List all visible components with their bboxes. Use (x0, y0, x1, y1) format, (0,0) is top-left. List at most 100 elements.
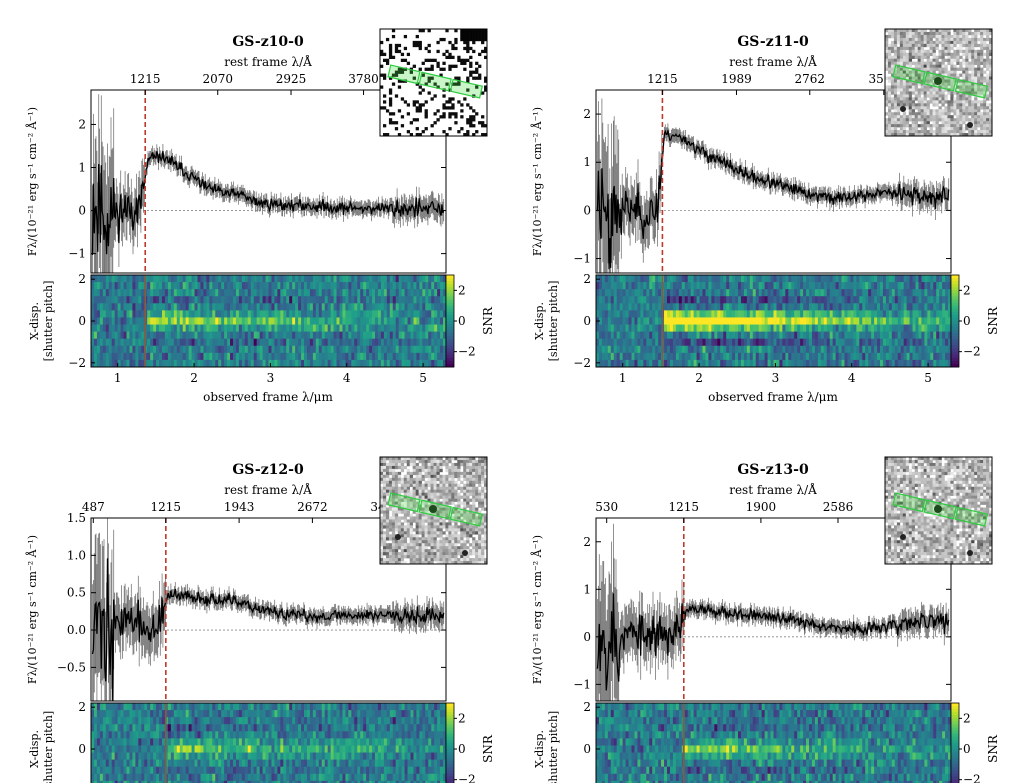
top-tick-label: 2070 (202, 72, 233, 86)
y-axis-label: Fλ/(10⁻²¹ erg s⁻¹ cm⁻² Å⁻¹) (25, 107, 39, 256)
x-tick-label: 1 (619, 371, 627, 385)
colorbar-tick-label: −2 (963, 773, 981, 783)
colorbar-tick-label: 0 (458, 742, 466, 756)
y-tick-label: −0.5 (57, 660, 86, 674)
y-tick-label: −1 (573, 677, 591, 691)
spectrum-panel: −1 0 1 2 (573, 517, 952, 702)
image-cutout (884, 28, 993, 137)
snr-y-label-line1: X-disp. (533, 730, 546, 768)
spectrum-panel: −1 0 1 2 (573, 89, 952, 274)
snr-y-tick-label: 0 (78, 742, 86, 756)
top-tick-label: 1215 (669, 500, 700, 514)
snr-colorbar: 2 0 −2 SNR (445, 702, 495, 783)
msa-shutter (954, 506, 989, 527)
cutout-neighbor (967, 550, 973, 556)
y-tick-label: 1 (583, 155, 591, 169)
y-axis-label: Fλ/(10⁻²¹ erg s⁻¹ cm⁻² Å⁻¹) (530, 535, 544, 684)
colorbar-tick-label: 2 (458, 711, 466, 725)
msa-shutter (418, 71, 452, 92)
x-tick-label: 2 (190, 371, 198, 385)
snr-y-tick-label: 2 (583, 700, 591, 714)
snr-panel: −202 (78, 700, 447, 783)
colorbar-label: SNR (986, 306, 1000, 335)
x-tick-label: 5 (924, 371, 932, 385)
cutout-source (429, 505, 437, 513)
colorbar-tick-label: 2 (458, 283, 466, 297)
chart-title: GS-z12-0 (232, 462, 304, 478)
snr-y-label-line1: X-disp. (28, 730, 41, 768)
snr-y-tick-label: 0 (583, 314, 591, 328)
y-tick-label: 1.5 (67, 511, 86, 525)
snr-y-label-line2: [shutter pitch] (42, 281, 55, 362)
spectrum-panel: −1 0 1 2 (68, 89, 447, 274)
snr-image (596, 703, 951, 783)
snr-panel: −202 (583, 700, 952, 783)
y-tick-label: 0 (583, 630, 591, 644)
snr-y-tick-label: 0 (78, 314, 86, 328)
msa-shutter (387, 492, 421, 513)
image-cutout (884, 456, 993, 565)
x-tick-label: 4 (343, 371, 351, 385)
snr-panel: −2 0 2 1 2 3 4 5 (573, 272, 952, 385)
snr-colorbar: 2 0 −2 SNR (950, 702, 1000, 783)
cutout-source (934, 505, 942, 513)
cutout-neighbor (900, 534, 906, 540)
spectrum-figure-4: GS-z13-0 rest frame λ/Å −1 0 1 2 530 1215 1900 25… (530, 456, 1000, 783)
colorbar-tick-label: 0 (458, 314, 466, 328)
y-tick-label: 2 (583, 535, 591, 549)
spectrum-line (91, 150, 445, 256)
image-cutout (379, 456, 488, 565)
colorbar-tick-label: −2 (963, 345, 981, 359)
colorbar-tick-label: 2 (963, 711, 971, 725)
colorbar-tick-label: −2 (458, 345, 476, 359)
top-tick-label: 2925 (276, 72, 307, 86)
cutout-neighbor (462, 550, 468, 556)
cutout-neighbor (395, 534, 401, 540)
msa-shutter (954, 78, 989, 99)
snr-y-label-line2: shutter pitch] (42, 711, 55, 783)
colorbar-tick-label: 2 (963, 283, 971, 297)
chart-title: GS-z13-0 (737, 462, 809, 478)
x-tick-label: 1 (114, 371, 122, 385)
spectrum-frame (90, 517, 447, 702)
snr-colorbar: 2 0 −2 SNR (445, 274, 495, 368)
snr-image (596, 275, 951, 367)
y-tick-label: 1.0 (67, 548, 86, 562)
snr-image (91, 275, 446, 367)
cutout-frame (884, 456, 993, 565)
cutout-frame (379, 28, 488, 137)
y-tick-label: 1 (78, 161, 86, 175)
y-tick-label: −1 (573, 252, 591, 266)
top-axis-label: rest frame λ/Å (224, 54, 312, 69)
top-tick-label: 3780 (348, 72, 379, 86)
y-axis-label: Fλ/(10⁻²¹ erg s⁻¹ cm⁻² Å⁻¹) (530, 107, 544, 256)
msa-slit (892, 64, 989, 99)
top-tick-label: 1215 (130, 72, 161, 86)
top-tick-label: 530 (595, 500, 618, 514)
msa-shutter (892, 492, 926, 513)
snr-y-label-line2: shutter pitch] (547, 711, 560, 783)
spectrum-line (596, 129, 950, 270)
top-axis-label: rest frame λ/Å (729, 54, 817, 69)
colorbar-label: SNR (986, 734, 1000, 763)
image-cutout (379, 28, 488, 137)
msa-shutter (449, 506, 484, 527)
snr-y-label-line2: [shutter pitch] (547, 281, 560, 362)
y-tick-label: −1 (68, 247, 86, 261)
snr-y-tick-label: 2 (78, 272, 86, 286)
x-tick-label: 4 (848, 371, 856, 385)
msa-shutter (418, 499, 452, 520)
snr-y-label-line1: X-disp. (28, 302, 41, 340)
spectrum-figure-1: GS-z10-0 rest frame λ/Å −1 0 1 2 1215 2070 2925 3… (25, 28, 495, 404)
snr-y-tick-label: −2 (68, 356, 86, 370)
msa-shutter (923, 71, 957, 92)
colorbar-tick-label: 0 (963, 742, 971, 756)
y-tick-label: 2 (583, 107, 591, 121)
top-axis-label: rest frame λ/Å (224, 482, 312, 497)
msa-shutter (892, 64, 926, 85)
cutout-source (934, 77, 942, 85)
cutout-neighbor (967, 122, 973, 128)
top-tick-label: 1215 (647, 72, 678, 86)
snr-y-tick-label: −2 (573, 356, 591, 370)
